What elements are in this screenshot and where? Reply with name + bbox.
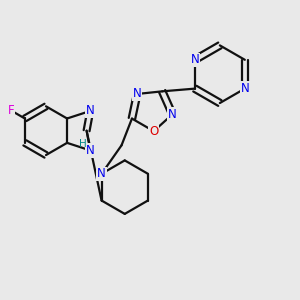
Text: N: N bbox=[240, 82, 249, 95]
Text: N: N bbox=[190, 53, 199, 66]
Text: H: H bbox=[79, 139, 87, 149]
Text: N: N bbox=[133, 88, 142, 100]
Text: N: N bbox=[86, 104, 94, 118]
Text: O: O bbox=[149, 125, 158, 138]
Text: N: N bbox=[86, 144, 94, 157]
Text: N: N bbox=[97, 167, 106, 180]
Text: F: F bbox=[8, 104, 14, 117]
Text: N: N bbox=[168, 108, 177, 121]
